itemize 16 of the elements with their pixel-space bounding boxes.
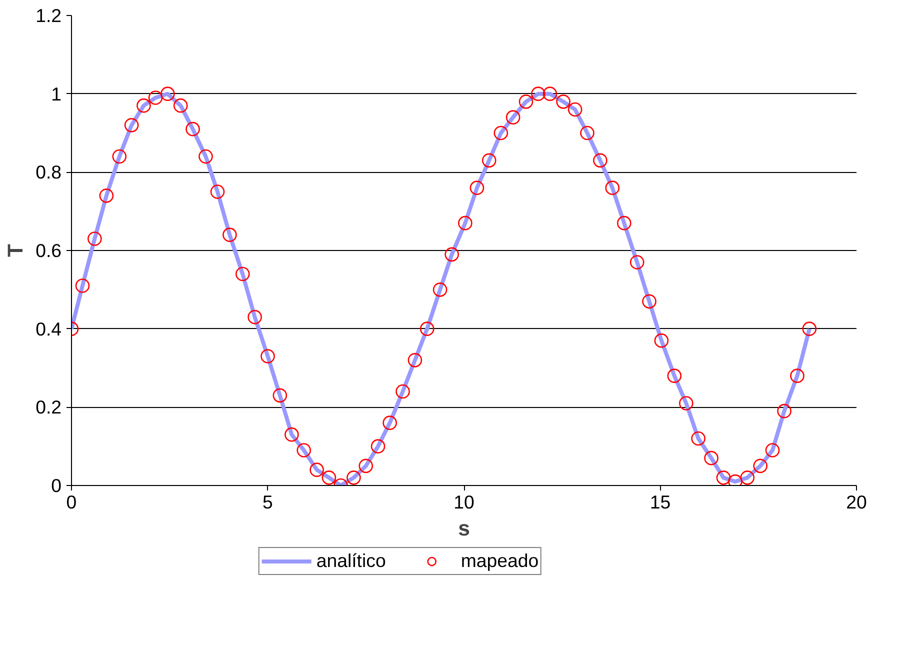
x-tick-label: 0 [66,492,77,512]
y-tick-label: 0.4 [36,318,62,340]
x-axis-title: s [458,516,470,540]
legend-label: analítico [316,550,386,572]
y-axis-title: T [4,244,28,258]
y-tick-label: 1 [51,83,62,104]
x-tick-label: 5 [262,492,273,512]
y-tick-label: 0 [51,475,62,496]
y-tick-label: 0.8 [36,162,62,183]
x-tick-label: 20 [846,492,867,512]
x-tick-label: 10 [454,492,474,512]
y-tick-label: 0.6 [36,240,62,261]
x-tick-label: 15 [650,492,671,512]
y-tick-label: 0.2 [36,396,62,418]
y-tick-label: 1.2 [36,5,62,26]
legend-label: mapeado [460,550,539,572]
